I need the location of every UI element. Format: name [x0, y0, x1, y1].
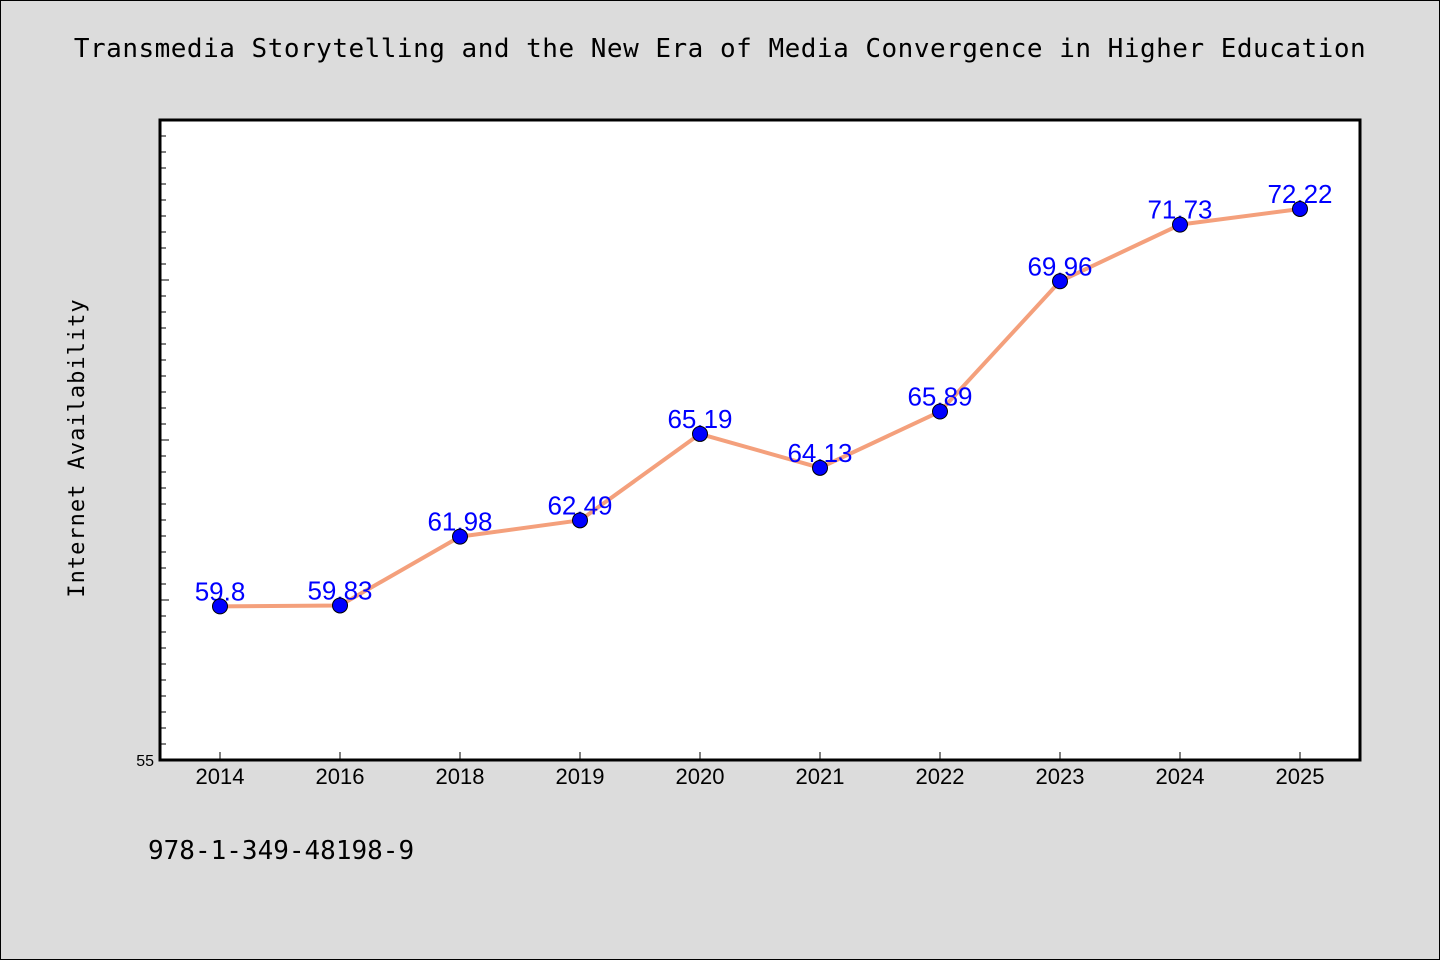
x-tick-label: 2014 — [196, 764, 245, 789]
series-line — [218, 206, 1302, 609]
x-tick-label: 2024 — [1156, 764, 1205, 789]
data-point — [932, 403, 948, 420]
data-point — [812, 459, 828, 476]
x-tick-label: 2022 — [916, 764, 965, 789]
data-point — [572, 512, 588, 529]
data-point — [452, 528, 468, 545]
x-tick-label: 2020 — [676, 764, 725, 789]
x-tick-label: 2018 — [436, 764, 485, 789]
x-tick-label: 2023 — [1036, 764, 1085, 789]
y-axis-ticks: 55 — [136, 119, 169, 770]
x-axis-ticks: 2014 2016 2018 2019 2020 2021 2022 2023 2024 2025 — [196, 752, 1325, 789]
data-point — [1172, 216, 1188, 233]
x-tick-label: 2025 — [1276, 764, 1325, 789]
data-markers — [212, 200, 1308, 615]
plot-area — [158, 118, 1362, 762]
x-tick-label: 2019 — [556, 764, 605, 789]
data-point — [332, 597, 348, 614]
chart-title: Transmedia Storytelling and the New Era … — [73, 34, 1367, 64]
x-tick-label: 2016 — [316, 764, 365, 789]
data-point — [212, 598, 228, 615]
data-point — [1292, 200, 1308, 217]
x-tick-label: 2021 — [796, 764, 845, 789]
data-point — [692, 425, 708, 442]
y-axis-label: Internet Availability — [65, 298, 90, 597]
y-tick-label: 55 — [136, 753, 154, 770]
footer-isbn: 978-1-349-48198-9 — [148, 836, 415, 866]
data-point — [1052, 273, 1068, 290]
